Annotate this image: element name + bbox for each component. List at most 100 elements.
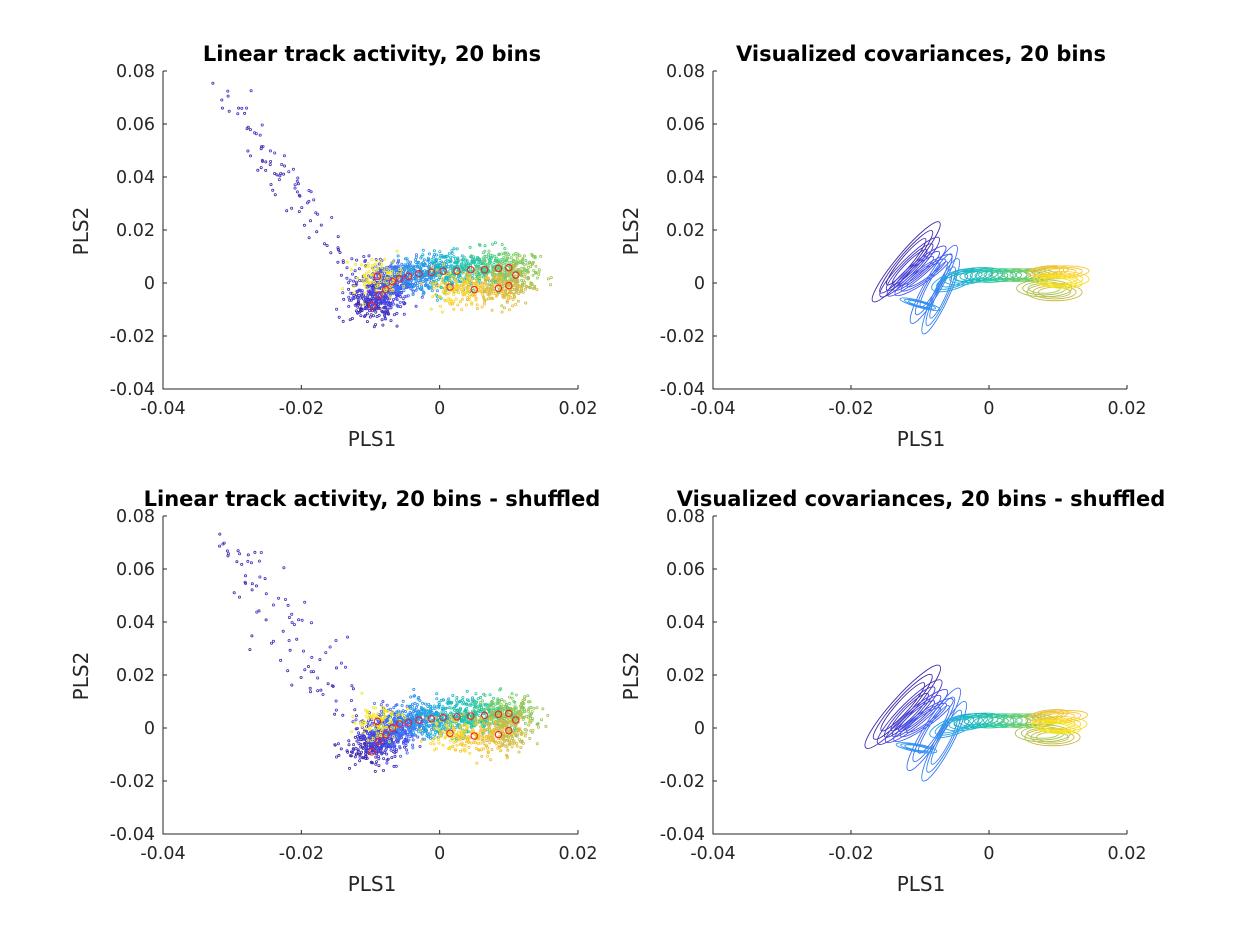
data-point [403,716,407,720]
data-point [493,277,497,281]
data-point [442,262,446,266]
data-point [514,289,518,293]
data-point [423,702,427,706]
data-point [402,312,406,316]
data-point [453,728,457,732]
data-point [411,743,415,747]
data-point [489,738,493,742]
x-tick-label: -0.04 [140,844,185,864]
data-point [534,264,538,268]
data-point [405,751,409,755]
data-point [476,748,480,752]
data-point [401,732,405,736]
data-point [474,722,478,726]
data-point [375,298,379,302]
data-point [528,737,532,741]
data-point [495,256,499,260]
data-point [420,295,424,299]
data-point [449,255,453,259]
data-point [453,275,457,279]
data-point [334,639,338,643]
data-point [398,300,402,304]
data-point [282,154,286,158]
data-point [507,695,511,699]
data-point [423,737,427,741]
data-point [412,694,416,698]
data-point [364,271,368,275]
data-point [462,284,466,288]
data-point [388,295,392,299]
data-point [381,769,385,773]
data-point [394,750,398,754]
data-point [524,732,528,736]
data-point [310,655,314,659]
data-point [350,316,354,320]
ellipse-contour [879,236,940,298]
covariance-ellipse [963,713,1015,729]
y-tick-label: 0.08 [116,507,155,527]
data-point [380,705,384,709]
data-point [541,707,545,711]
data-point [355,258,359,262]
data-point [465,259,469,263]
data-point [474,692,478,696]
data-point [279,171,283,175]
data-point [410,716,414,720]
data-point [478,741,482,745]
data-point [448,745,452,749]
data-point [503,276,507,280]
data-point [501,714,505,718]
data-point [382,712,386,716]
data-point [366,738,370,742]
data-point [487,735,491,739]
data-point [384,734,388,738]
bin-center-marker [505,709,513,718]
data-point [447,251,451,255]
ellipse-contour [900,743,933,753]
data-point [469,703,473,707]
data-point [307,236,311,240]
data-point [254,584,258,588]
data-point [439,698,443,702]
data-point [269,641,273,645]
data-point [430,265,434,269]
data-point [490,284,494,288]
ellipse-contour [1038,276,1078,288]
data-point [413,733,417,737]
data-point [410,734,414,738]
data-point [445,724,449,728]
data-point [336,247,340,251]
data-point [475,712,479,716]
data-point [499,258,503,262]
data-point [370,303,374,307]
data-point [407,727,411,731]
data-point [396,258,400,262]
data-point [362,719,366,723]
data-point [474,701,478,705]
data-point [464,280,468,284]
y-tick-label: 0.08 [666,507,705,527]
data-point [220,98,224,102]
data-point [473,724,477,728]
ellipse-contour [893,251,940,292]
data-point [385,301,389,305]
data-point [358,309,362,313]
data-point [444,299,448,303]
data-point [475,303,479,307]
data-point [468,295,472,299]
data-point [416,265,420,269]
ellipse-contour [925,266,956,327]
data-point [350,272,354,276]
data-point [395,311,399,315]
data-point [226,89,230,93]
data-point [471,722,475,726]
data-point [518,254,522,258]
data-point [428,736,432,740]
data-point [338,250,342,254]
data-point [314,211,318,215]
data-point [463,717,467,721]
data-point [379,749,383,753]
data-point [380,722,384,726]
data-point [490,290,494,294]
data-point [376,302,380,306]
